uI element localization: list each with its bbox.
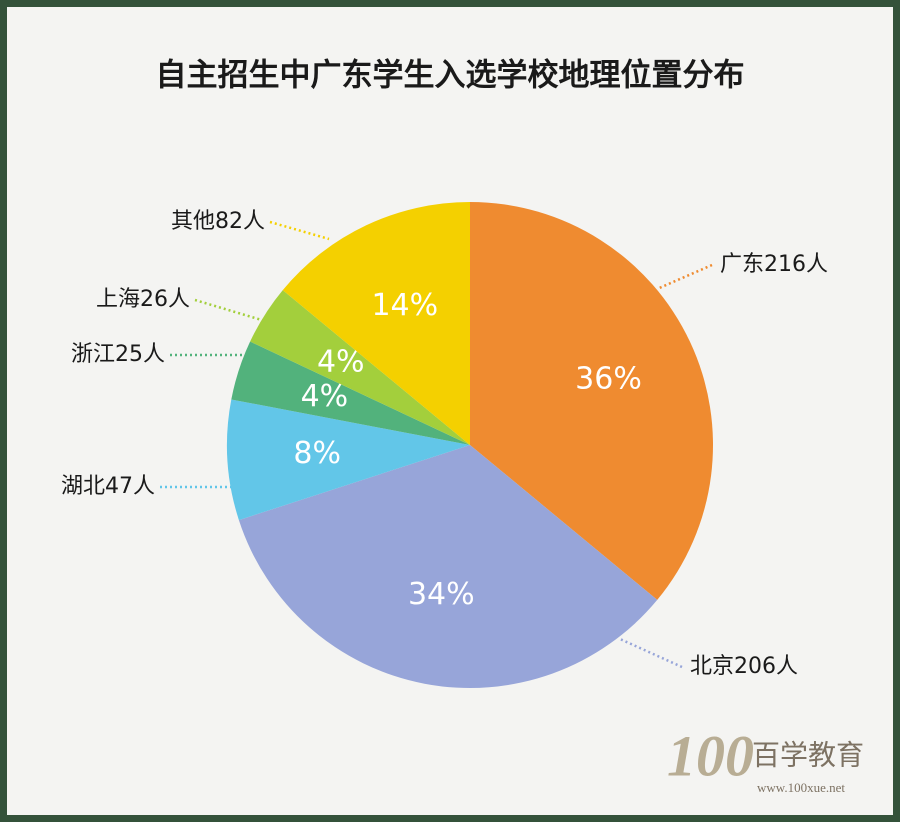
value-label: 34% [408,577,475,612]
slice-label: 上海26人 [96,287,190,312]
slice-label: 广东216人 [720,252,828,277]
value-label: 4% [301,379,349,414]
value-label: 8% [293,436,341,471]
slice-label: 浙江25人 [71,342,165,367]
leader-line [269,220,330,241]
slice [238,445,658,689]
brand: 百学教育 [752,739,864,772]
slice-label: 湖北47人 [61,474,155,499]
leader-line [656,263,713,291]
chart: 自主招生中广东学生入选学校地理位置分布 36% 广东216人 34% 北京206人 8%… [61,58,864,795]
value-label: 14% [371,288,438,323]
leader-line [194,298,266,323]
slice [231,341,470,445]
logo: 100 [667,723,754,788]
slice [470,202,713,600]
leader-line [619,637,683,669]
slice [250,290,470,445]
slice [227,399,470,521]
url: www.100xue.net [757,780,845,795]
chart-title: 自主招生中广东学生入选学校地理位置分布 [156,58,745,94]
slice-label: 其他82人 [171,209,265,234]
value-label: 36% [575,361,642,396]
slice [282,202,470,445]
slice-label: 北京206人 [690,654,798,679]
